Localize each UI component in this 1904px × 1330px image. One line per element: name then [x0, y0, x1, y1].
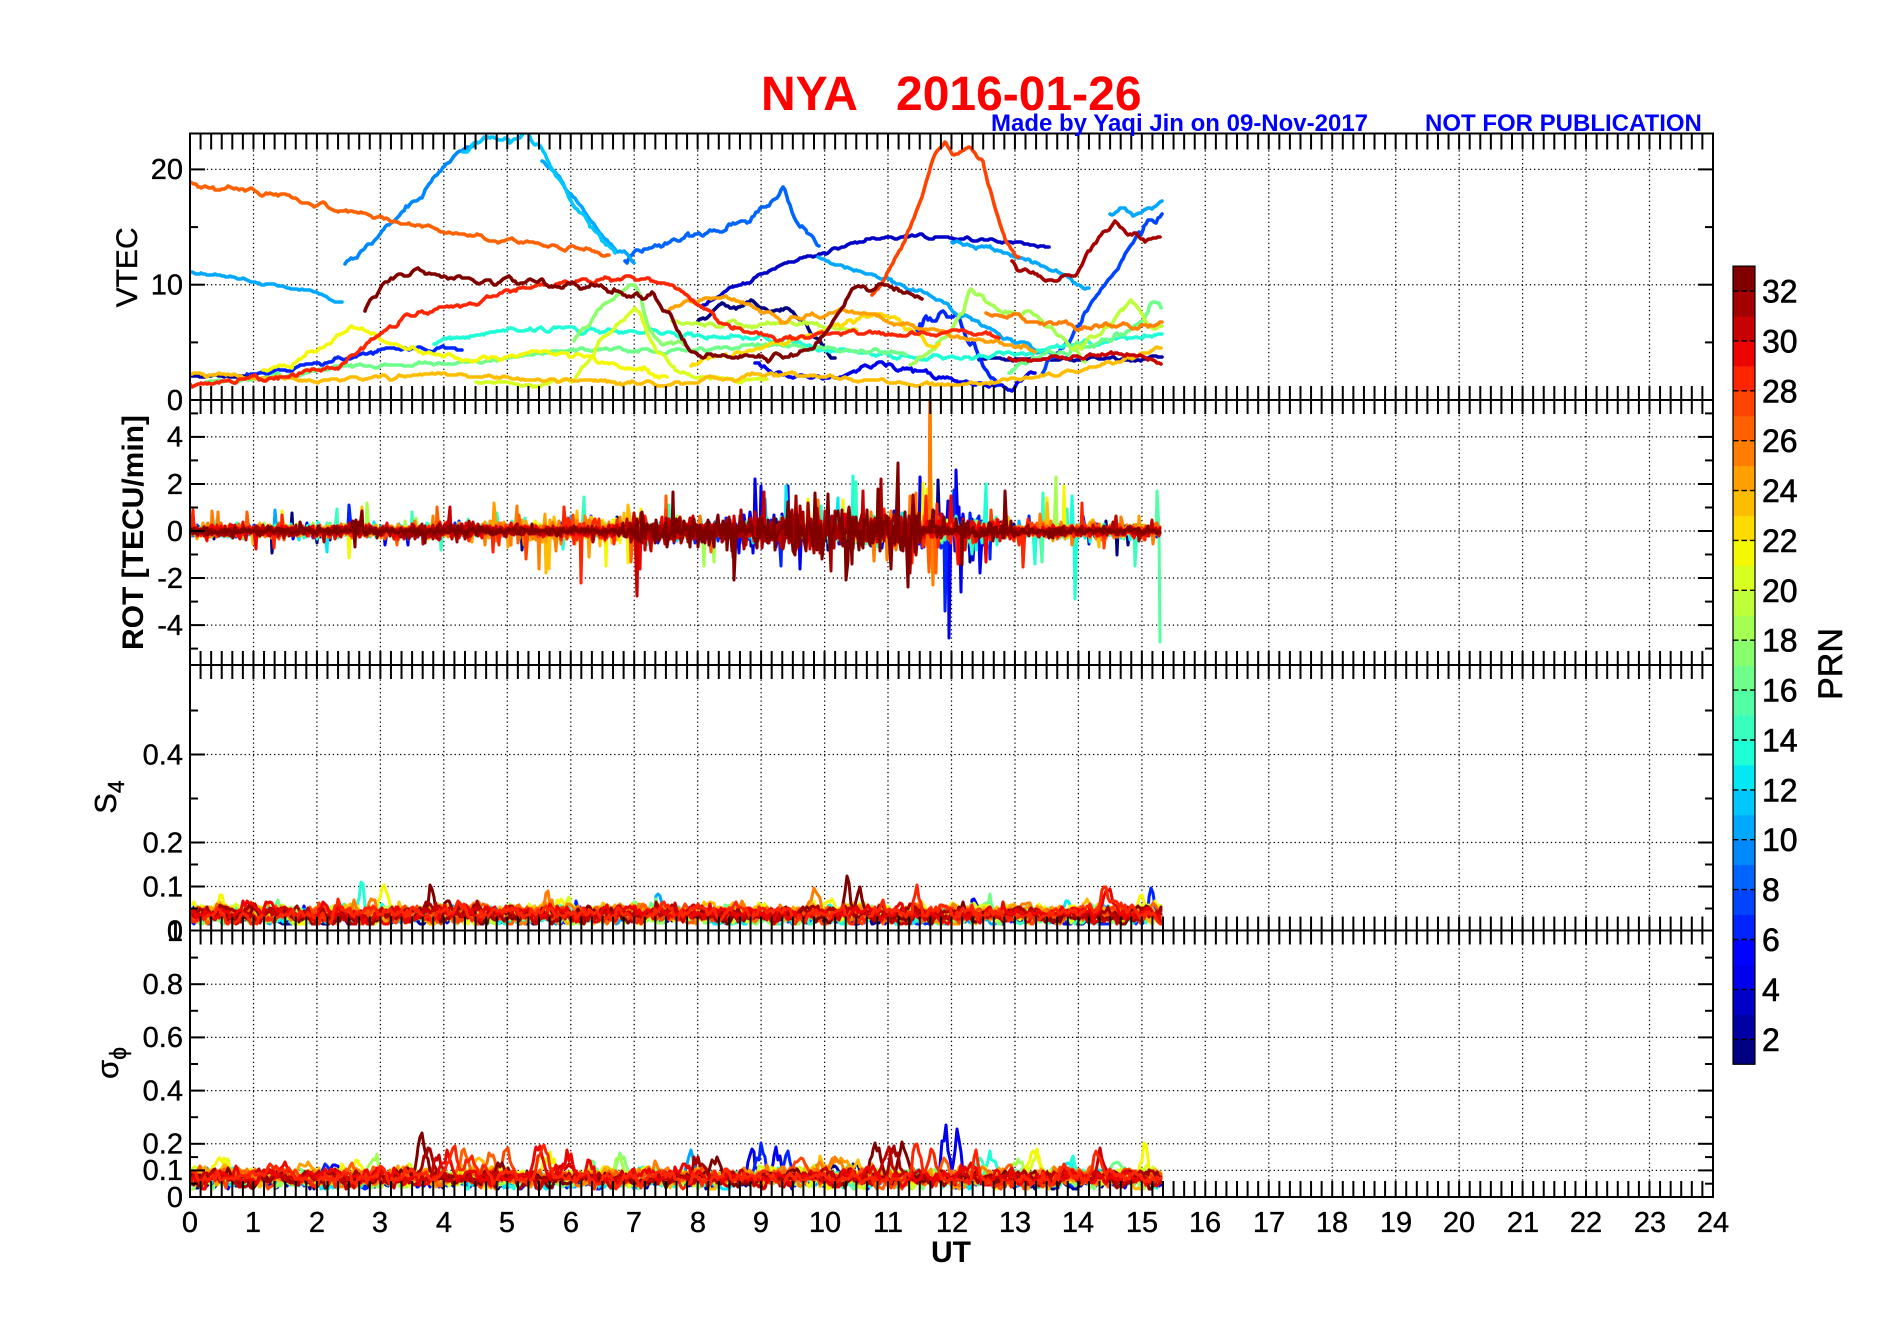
svg-text:Made by Yaqi Jin on 09-Nov-201: Made by Yaqi Jin on 09-Nov-2017: [991, 110, 1368, 137]
svg-text:8: 8: [690, 1207, 706, 1239]
svg-text:23: 23: [1634, 1207, 1666, 1239]
svg-text:0: 0: [167, 516, 183, 548]
svg-text:0.4: 0.4: [143, 739, 183, 771]
svg-text:2016-01-26: 2016-01-26: [896, 68, 1142, 121]
svg-text:10: 10: [809, 1207, 841, 1239]
svg-text:20: 20: [1762, 573, 1798, 609]
svg-text:PRN: PRN: [1812, 628, 1850, 700]
svg-text:2: 2: [1762, 1022, 1780, 1058]
svg-text:3: 3: [372, 1207, 388, 1239]
svg-text:14: 14: [1762, 723, 1798, 759]
svg-text:7: 7: [626, 1207, 642, 1239]
svg-text:16: 16: [1762, 673, 1798, 709]
svg-text:-4: -4: [157, 610, 183, 642]
svg-text:4: 4: [436, 1207, 452, 1239]
svg-text:ROT [TECU/min]: ROT [TECU/min]: [117, 415, 150, 650]
svg-text:NOT FOR PUBLICATION: NOT FOR PUBLICATION: [1425, 110, 1702, 137]
svg-text:22: 22: [1762, 523, 1798, 559]
svg-text:12: 12: [1762, 772, 1798, 808]
svg-text:30: 30: [1762, 323, 1798, 359]
svg-text:1: 1: [167, 916, 183, 948]
svg-text:2: 2: [309, 1207, 325, 1239]
svg-text:0.6: 0.6: [143, 1022, 183, 1054]
svg-text:1: 1: [245, 1207, 261, 1239]
svg-text:0.2: 0.2: [143, 1129, 183, 1161]
svg-text:0.8: 0.8: [143, 969, 183, 1001]
svg-text:VTEC: VTEC: [111, 227, 144, 307]
svg-text:0: 0: [167, 385, 183, 417]
svg-text:11: 11: [873, 1207, 903, 1239]
svg-text:22: 22: [1570, 1207, 1602, 1239]
svg-text:4: 4: [167, 422, 183, 454]
svg-text:6: 6: [1762, 922, 1780, 958]
svg-text:0: 0: [167, 915, 183, 947]
svg-text:0: 0: [182, 1207, 198, 1239]
svg-text:17: 17: [1253, 1207, 1285, 1239]
svg-text:15: 15: [1126, 1207, 1158, 1239]
svg-text:24: 24: [1697, 1207, 1729, 1239]
svg-text:18: 18: [1316, 1207, 1348, 1239]
svg-text:26: 26: [1762, 423, 1798, 459]
svg-text:14: 14: [1062, 1207, 1094, 1239]
svg-text:-2: -2: [157, 563, 183, 595]
svg-text:0: 0: [167, 1182, 183, 1214]
svg-text:5: 5: [499, 1207, 515, 1239]
svg-text:NYA: NYA: [761, 68, 858, 121]
svg-text:0.4: 0.4: [143, 1075, 183, 1107]
svg-text:2: 2: [167, 469, 183, 501]
svg-text:8: 8: [1762, 872, 1780, 908]
svg-text:24: 24: [1762, 473, 1798, 509]
svg-text:32: 32: [1762, 274, 1798, 310]
svg-text:18: 18: [1762, 623, 1798, 659]
svg-text:19: 19: [1380, 1207, 1412, 1239]
svg-text:0.2: 0.2: [143, 827, 183, 859]
svg-text:16: 16: [1189, 1207, 1221, 1239]
svg-text:4: 4: [1762, 972, 1780, 1008]
svg-text:12: 12: [936, 1207, 968, 1239]
svg-text:13: 13: [999, 1207, 1031, 1239]
svg-text:20: 20: [1443, 1207, 1475, 1239]
svg-text:10: 10: [1762, 822, 1798, 858]
svg-text:6: 6: [563, 1207, 579, 1239]
svg-text:0.1: 0.1: [143, 871, 183, 903]
svg-text:UT: UT: [931, 1236, 971, 1269]
svg-text:0.1: 0.1: [143, 1155, 183, 1187]
svg-text:10: 10: [151, 270, 183, 302]
svg-text:21: 21: [1507, 1207, 1539, 1239]
svg-text:28: 28: [1762, 373, 1798, 409]
svg-text:9: 9: [753, 1207, 769, 1239]
svg-text:20: 20: [151, 154, 183, 186]
